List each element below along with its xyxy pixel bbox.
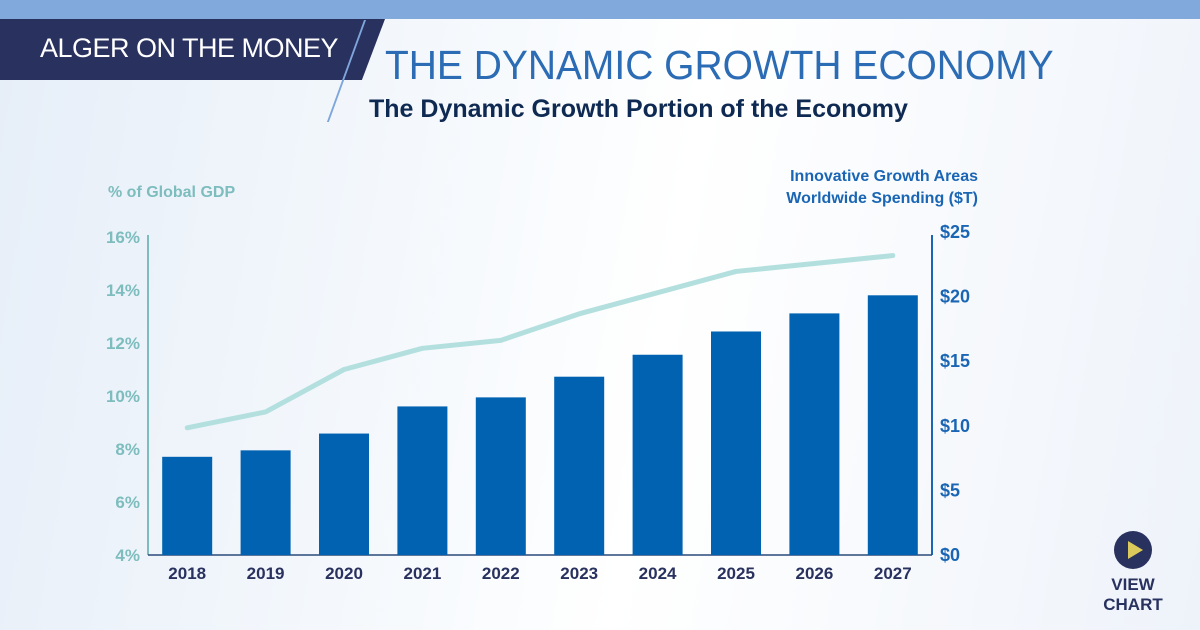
right-tick-label: $15	[940, 351, 970, 371]
right-axis-label-line2: Worldwide Spending ($T)	[786, 190, 978, 207]
left-tick-label: 8%	[115, 440, 140, 459]
bar-2024	[632, 354, 683, 555]
bar-2027	[867, 295, 918, 555]
left-tick-label: 12%	[106, 334, 140, 353]
right-tick-label: $10	[940, 416, 970, 436]
play-icon[interactable]	[1114, 531, 1152, 569]
x-tick-label: 2018	[168, 564, 206, 583]
left-axis-label: % of Global GDP	[108, 184, 236, 201]
series-banner: ALGER ON THE MONEY	[0, 19, 385, 80]
right-tick-label: $25	[940, 222, 970, 242]
view-chart-label[interactable]: VIEW CHART	[1103, 575, 1163, 614]
bar-2026	[789, 313, 840, 555]
left-tick-label: 4%	[115, 546, 140, 565]
gdp-share-line	[184, 253, 896, 431]
x-tick-label: 2023	[560, 564, 598, 583]
left-tick-label: 16%	[106, 228, 140, 247]
chart-title: The Dynamic Growth Portion of the Econom…	[369, 95, 908, 123]
right-axis-label-line1: Innovative Growth Areas	[790, 168, 978, 185]
x-tick-label: 2019	[247, 564, 285, 583]
x-tick-label: 2026	[795, 564, 833, 583]
banner-text: ALGER ON THE MONEY	[40, 33, 339, 63]
right-tick-label: $0	[940, 545, 960, 565]
bar-2019	[240, 450, 291, 555]
page-title: THE DYNAMIC GROWTH ECONOMY	[385, 42, 1054, 88]
bar-2020	[319, 433, 369, 555]
left-tick-label: 14%	[106, 281, 140, 300]
bar-2025	[711, 331, 761, 555]
bar-2018	[162, 456, 213, 555]
x-tick-label: 2024	[639, 564, 677, 583]
right-tick-label: $5	[940, 480, 960, 500]
x-tick-label: 2022	[482, 564, 520, 583]
bar-2022	[475, 397, 526, 555]
bar-2021	[397, 406, 448, 555]
x-tick-label: 2025	[717, 564, 755, 583]
x-tick-label: 2020	[325, 564, 363, 583]
left-tick-label: 6%	[115, 493, 140, 512]
view-chart-button[interactable]: VIEW CHART	[1080, 531, 1186, 615]
right-axis-label: Innovative Growth Areas Worldwide Spendin…	[786, 166, 978, 210]
x-tick-label: 2027	[874, 564, 912, 583]
top-band	[0, 0, 1200, 19]
x-tick-label: 2021	[403, 564, 441, 583]
left-tick-label: 10%	[106, 387, 140, 406]
right-tick-label: $20	[940, 287, 970, 307]
bar-2023	[554, 376, 605, 555]
